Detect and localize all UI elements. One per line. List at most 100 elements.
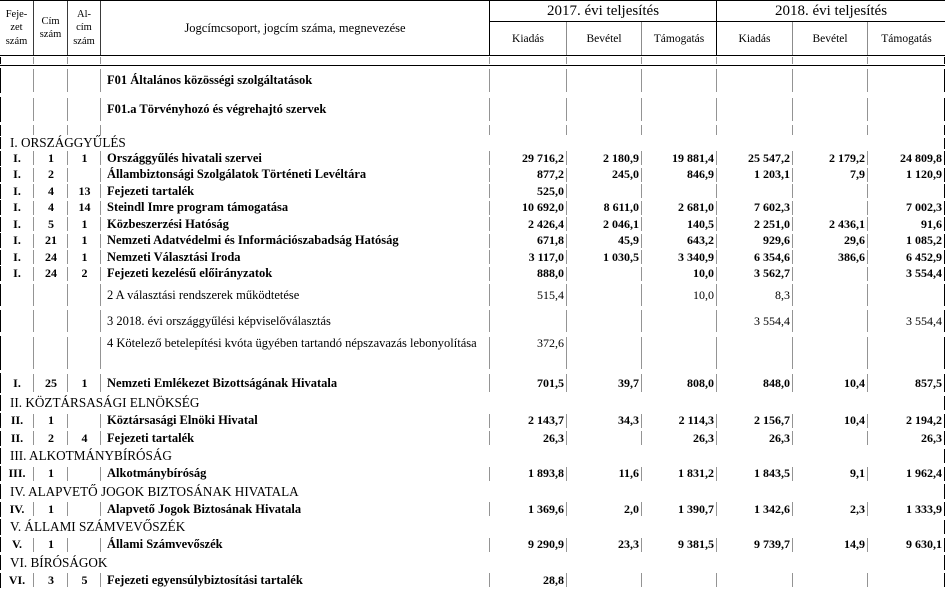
cell-2018-bevetel: 10,4 — [793, 412, 868, 430]
cell-2018-bevetel: 2,3 — [793, 501, 868, 519]
cell-cim-szam: 4 — [34, 183, 68, 200]
cell-2018-bevetel — [793, 200, 868, 217]
cell-2018-kiadas — [717, 66, 793, 95]
cell-cim-szam — [34, 334, 68, 372]
cell-2017-kiadas: 28,8 — [490, 572, 567, 590]
cell-cim-szam: 1 — [34, 150, 68, 167]
cell-2017-tamogatas: 26,3 — [642, 430, 717, 448]
table-row: V. 1 Állami Számvevőszék 9 290,9 23,3 9 381,5… — [0, 536, 945, 554]
cell-2018-kiadas: 7 602,3 — [717, 200, 793, 217]
cell-2017-bevetel: 11,6 — [567, 465, 642, 483]
cell-2018-bevetel — [793, 282, 868, 308]
cell-2017-bevetel — [567, 282, 642, 308]
table-row: I. 24 2 Fejezeti kezelésű előirányzatok 888,… — [0, 266, 945, 283]
cell-2017-bevetel: 2,0 — [567, 501, 642, 519]
table-row: III. 1 Alkotmánybíróság 1 893,8 11,6 1 831,2 1… — [0, 465, 945, 483]
table-row: IV. 1 Alapvető Jogok Biztosának Hivatala 1 … — [0, 501, 945, 519]
cell-2018-kiadas: 1 342,6 — [717, 501, 793, 519]
cell-2018-kiadas: 26,3 — [717, 430, 793, 448]
section-row: II. KÖZTÁRSASÁGI ELNÖKSÉG — [0, 394, 945, 412]
cell-2018-bevetel: 386,6 — [793, 249, 868, 266]
cell-2018-bevetel — [793, 66, 868, 95]
table-row: I. 24 1 Nemzeti Választási Iroda 3 117,0 1 03… — [0, 249, 945, 266]
header-2018-bevetel: Bevétel — [793, 22, 868, 55]
cell-2017-tamogatas: 19 881,4 — [642, 150, 717, 167]
cell-2018-kiadas: 3 562,7 — [717, 266, 793, 283]
cell-fejezet-szam — [0, 124, 34, 137]
cell-2018-bevetel — [793, 572, 868, 590]
cell-alcim-szam — [68, 465, 101, 483]
cell-cim-szam: 4 — [34, 200, 68, 217]
cell-2018-bevetel — [793, 334, 868, 372]
cell-2017-kiadas: 701,5 — [490, 372, 567, 394]
cell-2017-bevetel: 8 611,0 — [567, 200, 642, 217]
table-row: I. 25 1 Nemzeti Emlékezet Bizottságának Hiv… — [0, 372, 945, 394]
cell-alcim-szam: 14 — [68, 200, 101, 217]
cell-alcim-szam — [68, 124, 101, 137]
cell-fejezet-szam: I. — [0, 183, 34, 200]
cell-2017-bevetel: 245,0 — [567, 167, 642, 184]
cell-2017-bevetel: 34,3 — [567, 412, 642, 430]
sub-row: 4 Kötelező betelepítési kvóta ügyében ta… — [0, 334, 945, 372]
section-title: III. ALKOTMÁNYBÍRÓSÁG — [0, 447, 945, 465]
cell-fejezet-szam — [0, 56, 34, 65]
cell-alcim-szam — [68, 536, 101, 554]
cell-fejezet-szam: I. — [0, 266, 34, 283]
header-2017-bevetel: Bevétel — [567, 22, 642, 55]
cell-2017-bevetel: 45,9 — [567, 233, 642, 250]
cell-megnevezes: 4 Kötelező betelepítési kvóta ügyében ta… — [101, 334, 490, 372]
cell-cim-szam: 1 — [34, 501, 68, 519]
cell-2017-tamogatas — [642, 183, 717, 200]
cell-fejezet-szam: II. — [0, 412, 34, 430]
cell-2017-tamogatas — [642, 66, 717, 95]
cell-2018-kiadas: 25 547,2 — [717, 150, 793, 167]
cell-2018-tamogatas: 9 630,1 — [868, 536, 945, 554]
cell-2017-tamogatas: 3 340,9 — [642, 249, 717, 266]
cell-2018-tamogatas: 2 194,2 — [868, 412, 945, 430]
cell-alcim-szam: 13 — [68, 183, 101, 200]
cell-2017-bevetel — [567, 95, 642, 124]
cell-megnevezes: 3 2018. évi országgyűlési képviselőválas… — [101, 308, 490, 334]
cell-2018-kiadas: 9 739,7 — [717, 536, 793, 554]
cell-2017-bevetel — [567, 124, 642, 137]
header-group-2018: 2018. évi teljesítés — [717, 1, 945, 22]
cell-megnevezes: Fejezeti tartalék — [101, 183, 490, 200]
cell-megnevezes: Állambiztonsági Szolgálatok Történeti Le… — [101, 167, 490, 184]
cell-2018-bevetel: 29,6 — [793, 233, 868, 250]
header-alcim-szam: Al- cím szám — [68, 1, 101, 55]
cell-alcim-szam: 1 — [68, 150, 101, 167]
cell-2017-tamogatas — [642, 308, 717, 334]
cell-2017-bevetel — [567, 334, 642, 372]
cell-fejezet-szam: I. — [0, 249, 34, 266]
cell-alcim-szam — [68, 308, 101, 334]
cell-2017-kiadas: 1 369,6 — [490, 501, 567, 519]
cell-2017-kiadas — [490, 56, 567, 65]
cell-2017-bevetel — [567, 572, 642, 590]
cell-cim-szam — [34, 124, 68, 137]
cell-alcim-szam — [68, 66, 101, 95]
cell-2018-bevetel — [793, 124, 868, 137]
cell-2017-tamogatas: 10,0 — [642, 266, 717, 283]
func-row: F01 Általános közösségi szolgáltatások — [0, 66, 945, 95]
table-body: F01 Általános közösségi szolgáltatások F0… — [0, 56, 945, 589]
cell-2017-tamogatas — [642, 334, 717, 372]
cell-cim-szam: 1 — [34, 465, 68, 483]
cell-2018-kiadas: 848,0 — [717, 372, 793, 394]
func-row: F01.a Törvényhozó és végrehajtó szervek — [0, 95, 945, 124]
cell-fejezet-szam — [0, 95, 34, 124]
cell-2018-bevetel — [793, 430, 868, 448]
header-fejezet-szam: Feje- zet szám — [0, 1, 34, 55]
header-2018-tamogatas: Támogatás — [881, 32, 932, 45]
cell-cim-szam: 21 — [34, 233, 68, 250]
cell-cim-szam: 5 — [34, 216, 68, 233]
cell-2017-kiadas: 877,2 — [490, 167, 567, 184]
section-row: V. ÁLLAMI SZÁMVEVŐSZÉK — [0, 518, 945, 536]
cell-2018-tamogatas: 1 085,2 — [868, 233, 945, 250]
section-row: I. ORSZÁGGYŰLÉS — [0, 135, 945, 150]
cell-cim-szam: 2 — [34, 430, 68, 448]
cell-alcim-szam: 1 — [68, 216, 101, 233]
header-cim-szam: Cím szám — [34, 1, 68, 55]
cell-fejezet-szam: III. — [0, 465, 34, 483]
cell-cim-szam: 3 — [34, 572, 68, 590]
